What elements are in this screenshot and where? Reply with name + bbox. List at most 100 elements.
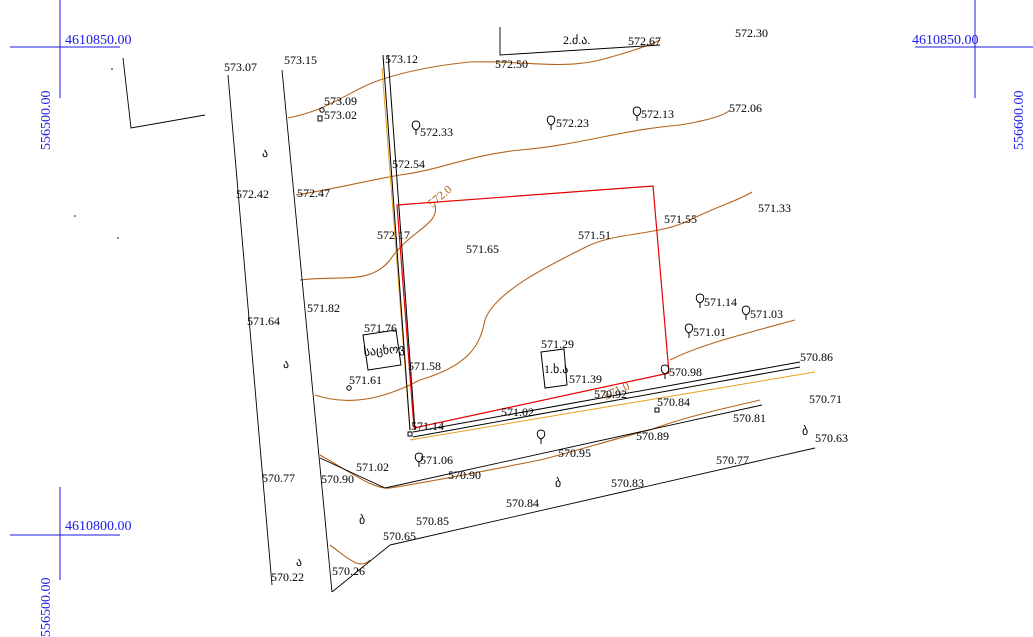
elevation-label: 573.15 [284, 53, 317, 67]
contour-label-572: 572.0 [425, 182, 455, 210]
tree-icon [741, 305, 751, 320]
elevation-label: 572.33 [420, 125, 453, 139]
elevation-label: 570.89 [636, 429, 669, 443]
road-edge-line [281, 69, 333, 593]
elevation-label: 571.61 [349, 373, 382, 387]
road-lines [122, 27, 816, 593]
letter-label: ბ [359, 513, 365, 527]
elevation-label: 571.82 [307, 301, 340, 315]
elevation-label: 572.54 [392, 157, 425, 171]
elevation-label: 571.01 [693, 325, 726, 339]
elevation-label: 573.12 [385, 52, 418, 66]
tree-icon [411, 120, 421, 135]
boundary-line [387, 54, 416, 431]
elevation-label: 571.76 [364, 321, 397, 335]
grid-label-north-left: 4610850.00 [65, 33, 132, 48]
survey-point-marker [654, 407, 660, 413]
tree-icon [684, 323, 694, 338]
parcel-boundary [396, 185, 670, 429]
elevation-label: 571.02 [356, 460, 389, 474]
survey-point-marker [407, 431, 413, 437]
elevation-label: 571.55 [664, 212, 697, 226]
building-outline [122, 57, 206, 129]
shed-outline [540, 348, 568, 389]
letter-label: ბ [802, 424, 808, 438]
boundary-line [382, 54, 411, 431]
grid-label-north-bottom: 4610800.00 [65, 519, 132, 534]
letter-label: ა [296, 555, 302, 569]
contour-line [669, 319, 796, 361]
contour-line [329, 544, 371, 565]
house-outline [362, 329, 402, 371]
elevation-label: 572.42 [236, 187, 269, 201]
elevation-label: 572.06 [729, 101, 762, 115]
buildings [362, 329, 568, 389]
elevation-label: 571.29 [541, 337, 574, 351]
grid-label-east-bottom: 556500.00 [39, 578, 54, 637]
point-markers [317, 107, 660, 437]
elevation-label: 571.14 [411, 419, 444, 433]
letter-label: ბ [555, 476, 561, 490]
elevation-label: 571.58 [408, 359, 441, 373]
elevation-label: 573.09 [324, 94, 357, 108]
road-edge-line [227, 74, 273, 586]
road-edge-line [389, 447, 816, 546]
grid-label-east-right: 556600.00 [1012, 91, 1027, 151]
grid-crosshairs [10, 0, 1033, 580]
elevation-label: 570.65 [383, 529, 416, 543]
elevation-label: 572.67 [628, 34, 661, 48]
elevation-label: 571.14 [704, 295, 737, 309]
tree-icon [414, 452, 424, 467]
elevation-label: 573.02 [324, 108, 357, 122]
elevation-label: 571.03 [750, 307, 783, 321]
road-edge-line [319, 457, 386, 489]
elevation-label: 570.84 [506, 496, 539, 510]
dot-marker [74, 215, 76, 217]
contour-line [299, 204, 437, 281]
elevation-label: 571.39 [569, 372, 602, 386]
top-building-label: 2.ძ.ა. [563, 33, 590, 47]
road-edge-line [331, 544, 391, 593]
survey-point-marker [319, 107, 325, 113]
elevation-label: 570.98 [669, 365, 702, 379]
elevation-label: 570.81 [733, 411, 766, 425]
elevation-label: 570.85 [416, 514, 449, 528]
elevation-label: 571.64 [247, 314, 280, 328]
boundary-double-line [382, 54, 801, 438]
stray-points [74, 68, 119, 239]
elevation-label: 570.26 [332, 564, 365, 578]
elevation-label: 571.02 [501, 405, 534, 419]
elevation-label: 572.13 [641, 107, 674, 121]
elevation-label: 570.86 [800, 350, 833, 364]
grid-label-east-left: 556500.00 [39, 91, 54, 151]
contour-line [287, 39, 661, 119]
grid-label-north-right: 4610850.00 [912, 33, 979, 48]
elevation-label: 570.84 [657, 395, 690, 409]
elevation-label: 570.71 [809, 392, 842, 406]
elevation-label: 571.65 [466, 242, 499, 256]
elevation-label: 570.77 [262, 471, 295, 485]
elevation-label: 570.77 [716, 453, 749, 467]
elevation-label: 572.50 [495, 57, 528, 71]
tree-icon [632, 106, 642, 121]
tree-icon [546, 115, 556, 130]
elevation-label: 572.17 [377, 228, 410, 242]
tree-icon [695, 293, 705, 308]
elevation-labels: 573.07 573.15 573.12 572.50 572.67 572.3… [224, 26, 848, 584]
dot-marker [117, 237, 119, 239]
elevation-label: 570.95 [558, 446, 591, 460]
elevation-label: 570.63 [815, 431, 848, 445]
house-label: საცხოვ [363, 341, 405, 359]
elevation-label: 572.30 [735, 26, 768, 40]
survey-point-marker [346, 385, 352, 391]
elevation-label: 571.06 [420, 453, 453, 467]
elevation-label: 570.83 [611, 476, 644, 490]
building-outline [499, 27, 661, 56]
elevation-label: 570.92 [594, 387, 627, 401]
contour-line [319, 399, 761, 489]
tree-icon [536, 429, 546, 444]
boundary-line [412, 366, 801, 438]
elevation-label: 573.07 [224, 60, 257, 74]
